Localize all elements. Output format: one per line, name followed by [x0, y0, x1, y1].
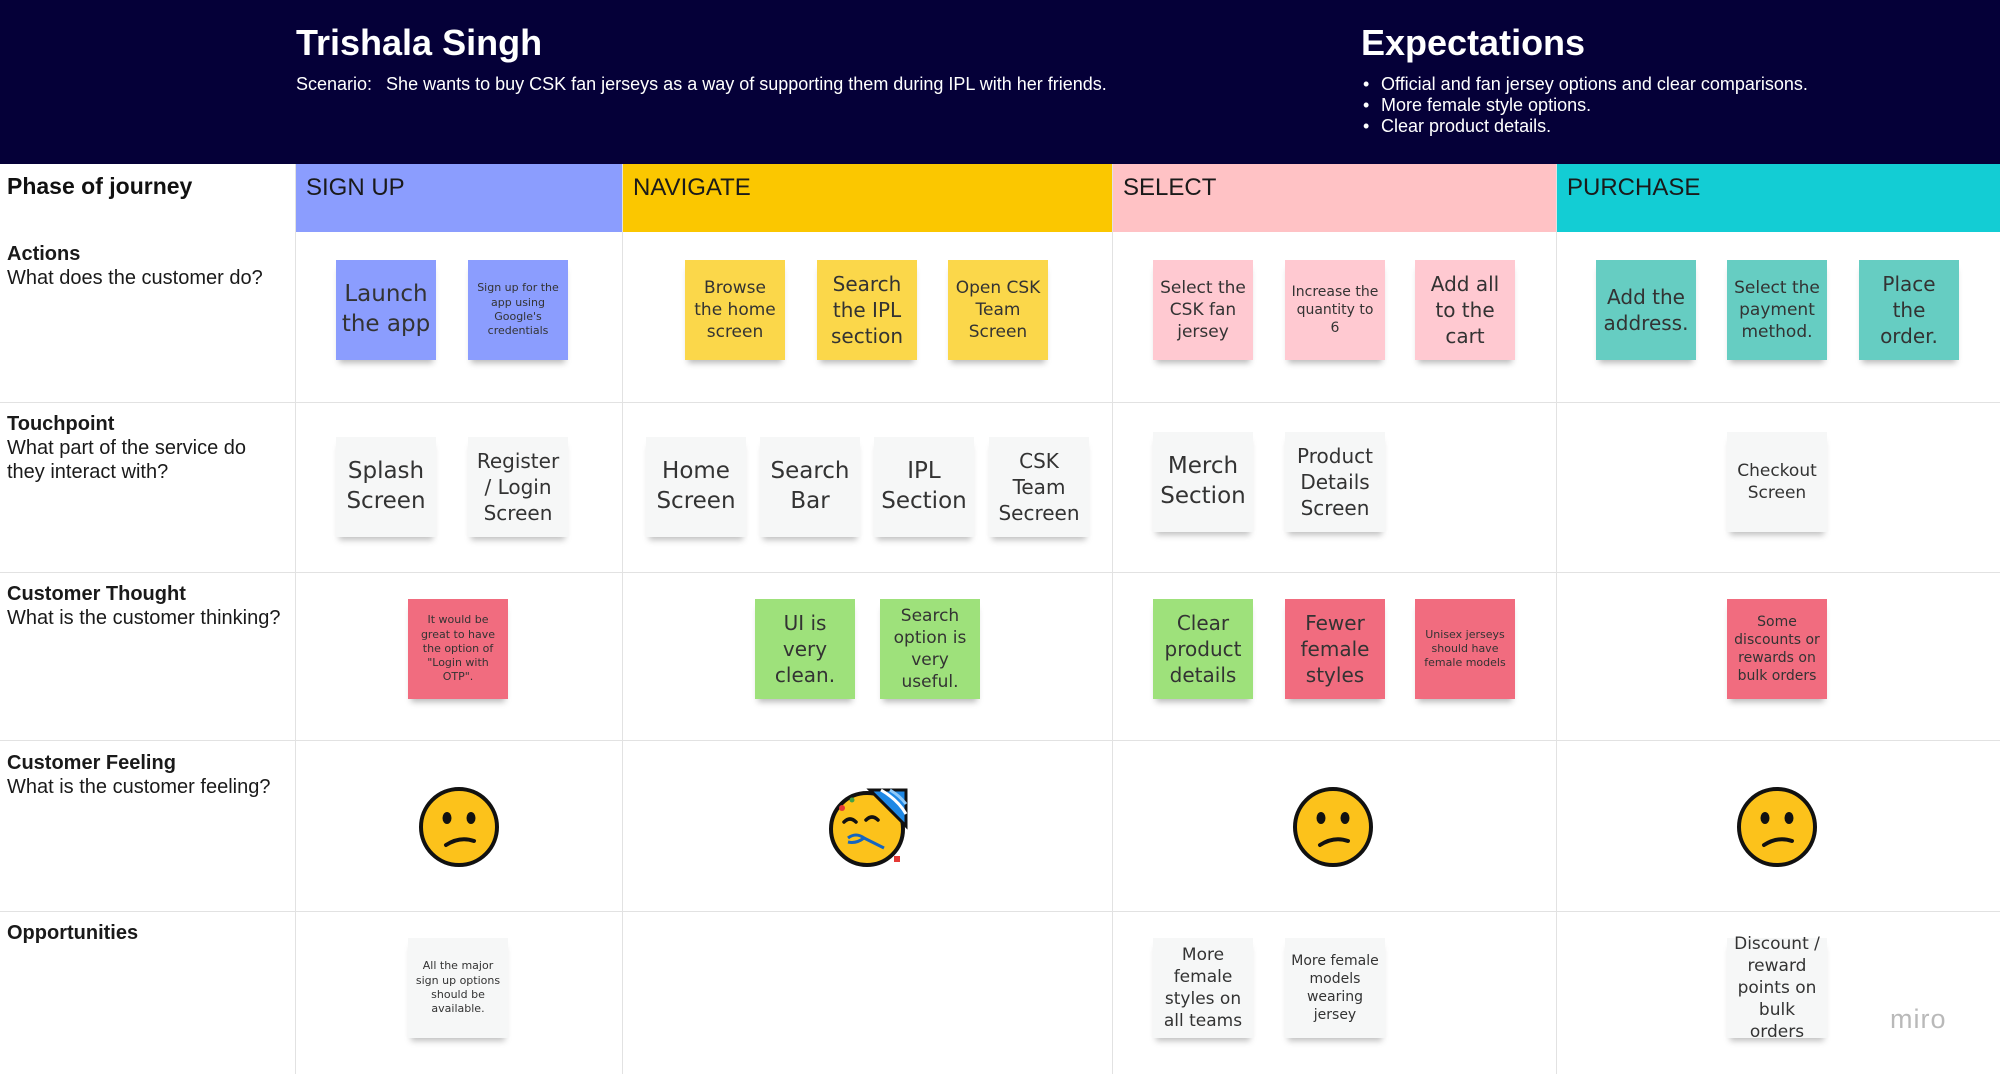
sticky-note[interactable]: IPL Section	[874, 437, 974, 537]
sticky-note[interactable]: Register / Login Screen	[468, 437, 568, 537]
sticky-note[interactable]: Splash Screen	[336, 437, 436, 537]
row-subtitle: What part of the service do they interac…	[7, 437, 247, 483]
sticky-note[interactable]: It would be great to have the option of …	[408, 599, 508, 699]
expectations-list: Official and fan jersey options and clea…	[1363, 74, 1808, 137]
sticky-note[interactable]: Home Screen	[646, 437, 746, 537]
phase-of-journey-label: Phase of journey	[7, 173, 193, 199]
expectation-item: Official and fan jersey options and clea…	[1363, 74, 1808, 95]
sticky-note[interactable]: Fewer female styles	[1285, 599, 1385, 699]
phase-select: SELECT	[1113, 164, 1556, 232]
row-title: Customer Thought	[7, 583, 186, 605]
sticky-note[interactable]: Search the IPL section	[817, 260, 917, 360]
row-label-opportunities: Opportunities	[7, 921, 287, 945]
sticky-note[interactable]: Place the order.	[1859, 260, 1959, 360]
phase-purchase: PURCHASE	[1557, 164, 2000, 232]
sticky-note[interactable]: Add all to the cart	[1415, 260, 1515, 360]
sticky-note[interactable]: Increase the quantity to 6	[1285, 260, 1385, 360]
sticky-note[interactable]: Browse the home screen	[685, 260, 785, 360]
row-subtitle: What does the customer do?	[7, 267, 263, 289]
row-subtitle: What is the customer thinking?	[7, 607, 281, 629]
sticky-note[interactable]: All the major sign up options should be …	[408, 938, 508, 1038]
sticky-note[interactable]: Discount / reward points on bulk orders	[1727, 934, 1827, 1042]
sticky-note[interactable]: Unisex jerseys should have female models	[1415, 599, 1515, 699]
sticky-note[interactable]: Search option is very useful.	[880, 599, 980, 699]
row-label-touchpoint: Touchpoint What part of the service do t…	[7, 412, 287, 484]
expectation-item: Clear product details.	[1363, 116, 1808, 137]
scenario-label: Scenario:	[296, 74, 373, 94]
phase-sign-up: SIGN UP	[296, 164, 622, 232]
expectations-title: Expectations	[1361, 22, 1586, 63]
confused-face-icon	[419, 787, 499, 867]
sticky-note[interactable]: Sign up for the app using Google's crede…	[468, 260, 568, 360]
grid-divider	[622, 164, 623, 1074]
grid-divider	[0, 740, 2000, 741]
sticky-note[interactable]: Some discounts or rewards on bulk orders	[1727, 599, 1827, 699]
sticky-note[interactable]: Open CSK Team Screen	[948, 260, 1048, 360]
sticky-note[interactable]: More female styles on all teams	[1153, 938, 1253, 1038]
confused-face-icon	[1293, 787, 1373, 867]
sticky-note[interactable]: Add the address.	[1596, 260, 1696, 360]
expectation-item: More female style options.	[1363, 95, 1808, 116]
sticky-note[interactable]: Clear product details	[1153, 599, 1253, 699]
row-label-actions: Actions What does the customer do?	[7, 242, 287, 290]
grid-divider	[1556, 164, 1557, 1074]
grid-divider	[0, 402, 2000, 403]
sticky-note[interactable]: Product Details Screen	[1285, 432, 1385, 532]
row-title: Opportunities	[7, 922, 139, 944]
phase-navigate: NAVIGATE	[623, 164, 1112, 232]
row-subtitle: What is the customer feeling?	[7, 776, 271, 798]
scenario: Scenario: She wants to buy CSK fan jersey…	[296, 74, 1107, 95]
grid-divider	[0, 911, 2000, 912]
row-title: Touchpoint	[7, 413, 115, 435]
persona-header: Trishala Singh Scenario: She wants to buy…	[0, 0, 2000, 164]
grid-divider	[0, 572, 2000, 573]
row-title: Actions	[7, 243, 81, 265]
row-label-customer-feeling: Customer Feeling What is the customer fe…	[7, 751, 287, 799]
sticky-note[interactable]: Select the CSK fan jersey	[1153, 260, 1253, 360]
persona-name: Trishala Singh	[296, 22, 543, 63]
sticky-note[interactable]: Merch Section	[1153, 432, 1253, 532]
sticky-note[interactable]: Checkout Screen	[1727, 432, 1827, 532]
sticky-note[interactable]: Search Bar	[760, 437, 860, 537]
row-label-customer-thought: Customer Thought What is the customer th…	[7, 582, 287, 630]
scenario-text: She wants to buy CSK fan jerseys as a wa…	[386, 74, 1107, 94]
grid-divider	[295, 164, 296, 1074]
grid-divider	[1112, 164, 1113, 1074]
miro-logo: miro	[1890, 1004, 1947, 1034]
sticky-note[interactable]: Select the payment method.	[1727, 260, 1827, 360]
row-title: Customer Feeling	[7, 752, 176, 774]
partying-face-icon	[829, 788, 908, 867]
sticky-note[interactable]: CSK Team Secreen	[989, 437, 1089, 537]
sticky-note[interactable]: Launch the app	[336, 260, 436, 360]
sticky-note[interactable]: More female models wearing jersey	[1285, 938, 1385, 1038]
sticky-note[interactable]: UI is very clean.	[755, 599, 855, 699]
confused-face-icon	[1737, 787, 1817, 867]
